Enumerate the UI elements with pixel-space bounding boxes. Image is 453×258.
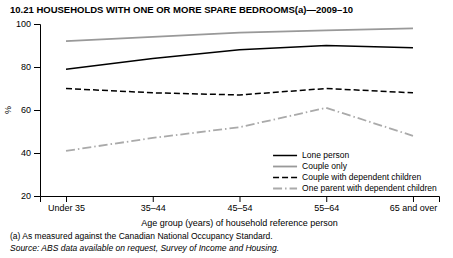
x-tick: 45–54 xyxy=(227,196,252,213)
x-tick-label: 35–44 xyxy=(141,203,166,213)
y-tick-label: 40 xyxy=(21,148,31,158)
legend-label: Lone person xyxy=(302,150,350,160)
y-tick: 60 xyxy=(21,105,40,115)
lines xyxy=(66,28,413,151)
legend-swatch xyxy=(273,177,297,179)
title: 10.21 HOUSEHOLDS WITH ONE OR MORE SPARE … xyxy=(10,4,353,15)
legend-swatch xyxy=(273,155,297,157)
series-line xyxy=(66,28,413,41)
legend-item: One parent with dependent children xyxy=(273,183,437,193)
y-tick-label: 100 xyxy=(16,19,31,29)
series-line xyxy=(66,108,413,151)
source: Source: ABS data available on request, S… xyxy=(10,243,279,253)
x-tick-mark xyxy=(240,196,241,202)
y-tick-mark xyxy=(34,110,40,111)
x-tick: Under 35 xyxy=(48,196,85,213)
x-tick-mark xyxy=(413,196,414,202)
y-tick-mark xyxy=(34,67,40,68)
series-line xyxy=(66,89,413,95)
legend-item: Couple with dependent children xyxy=(273,172,421,182)
x-tick: 55–64 xyxy=(314,196,339,213)
y-tick: 20 xyxy=(21,191,40,201)
legend-label: Couple only xyxy=(302,161,348,171)
y-tick: 40 xyxy=(21,148,40,158)
x-tick: 35–44 xyxy=(141,196,166,213)
x-tick-label: 65 and over xyxy=(390,203,438,213)
legend: Lone personCouple onlyCouple with depend… xyxy=(273,150,437,193)
plot-area: Under 35 35–44 45–54 55–64 65 and over 20 40 60… xyxy=(16,19,440,213)
y-tick-label: 80 xyxy=(21,62,31,72)
x-axis-line xyxy=(41,197,440,203)
legend-swatch xyxy=(273,166,297,168)
y-tick-label: 60 xyxy=(21,105,31,115)
x-tick-mark xyxy=(66,196,67,202)
legend-swatch xyxy=(273,188,297,190)
chart: 10.21 HOUSEHOLDS WITH ONE OR MORE SPARE … xyxy=(0,0,453,258)
y-axis-title: % xyxy=(3,106,13,114)
series-line xyxy=(66,46,413,70)
legend-item: Couple only xyxy=(273,161,348,171)
x-tick-mark xyxy=(326,196,327,202)
y-tick-mark xyxy=(34,24,40,25)
y-tick-mark xyxy=(34,153,40,154)
legend-item: Lone person xyxy=(273,150,350,160)
y-tick: 100 xyxy=(16,19,40,29)
y-axis-line xyxy=(34,25,41,197)
y-tick: 80 xyxy=(21,62,40,72)
y-axis: 20 40 60 80 100 xyxy=(16,19,41,201)
x-tick: 65 and over xyxy=(390,196,438,213)
x-axis: Under 35 35–44 45–54 55–64 65 and over xyxy=(41,196,440,213)
legend-label: Couple with dependent children xyxy=(302,172,421,182)
x-tick-label: 55–64 xyxy=(314,203,339,213)
x-axis-title: Age group (years) of household reference… xyxy=(141,218,338,228)
x-tick-mark xyxy=(153,196,154,202)
y-tick-label: 20 xyxy=(21,191,31,201)
legend-label: One parent with dependent children xyxy=(302,183,437,193)
note: (a) As measured against the Canadian Nat… xyxy=(10,231,273,241)
x-tick-label: 45–54 xyxy=(227,203,252,213)
y-tick-mark xyxy=(34,196,40,197)
x-tick-label: Under 35 xyxy=(48,203,85,213)
